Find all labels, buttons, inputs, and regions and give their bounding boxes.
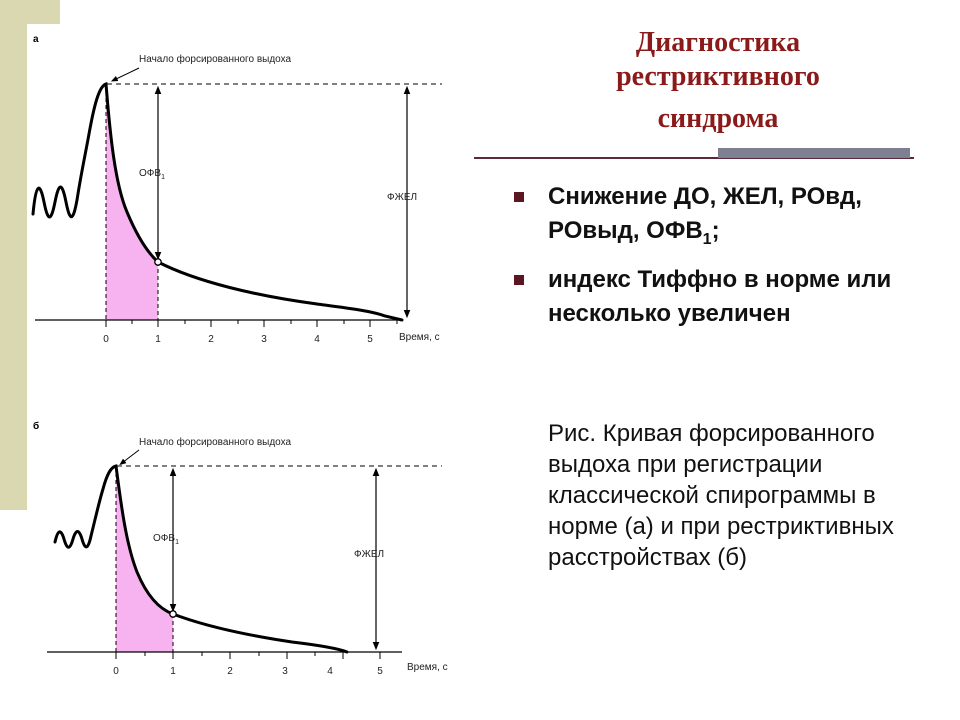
panel-a-fev1-label: ОФВ1 — [139, 168, 165, 181]
tick-label: 1 — [170, 666, 176, 677]
title-line-2: рестриктивного — [616, 61, 820, 93]
bullet-text: Снижение ДО, ЖЕЛ, РОвд, РОвыд, ОФВ1; — [548, 183, 862, 248]
title-line-3: синдрома — [657, 103, 779, 135]
panel-a-fev1-point — [154, 258, 162, 266]
bullet-list: Снижение ДО, ЖЕЛ, РОвд, РОвыд, ОФВ1; инд… — [512, 180, 912, 337]
panel-b: б 0 1 2 3 4 5 — [33, 420, 448, 677]
bullet-marker-icon — [514, 192, 524, 202]
bullet-marker-icon — [514, 274, 524, 285]
tick-label: 3 — [282, 666, 288, 677]
bullet-item: индекс Тиффно в норме или несколько увел… — [512, 263, 912, 331]
title-divider-accent — [718, 148, 910, 158]
panel-a-annotation: Начало форсированного выдоха — [139, 53, 291, 65]
spirogram-svg: а 0 1 2 — [31, 34, 448, 677]
panel-b-tick-labels: 0 1 2 3 4 5 — [113, 666, 383, 677]
panel-b-xlabel: Время, с — [407, 662, 448, 673]
slide-title: Диагностика рестриктивного синдрома — [548, 26, 888, 136]
tick-label: 5 — [377, 666, 383, 677]
panel-b-fev1-point — [169, 610, 177, 618]
bullet-item: Снижение ДО, ЖЕЛ, РОвд, РОвыд, ОФВ1; — [512, 180, 912, 257]
panel-b-annotation-arrow — [119, 449, 140, 466]
panel-a-expiration-curve — [31, 82, 404, 322]
tick-label: 4 — [327, 666, 333, 677]
tick-label: 2 — [227, 666, 233, 677]
title-line-1: Диагностика — [635, 27, 801, 58]
tick-label: 0 — [103, 334, 109, 345]
tick-label: 4 — [314, 334, 320, 345]
panel-b-annotation: Начало форсированного выдоха — [139, 436, 291, 448]
panel-a-annotation-arrow — [110, 67, 140, 82]
spirogram-figure: а 0 1 2 — [27, 24, 473, 694]
panel-a: а 0 1 2 — [31, 34, 442, 345]
panel-b-fvc-label: ФЖЕЛ — [354, 549, 384, 560]
panel-a-label: а — [33, 34, 39, 45]
panel-b-fev1-label: ОФВ1 — [153, 533, 179, 546]
panel-b-fev1-area — [116, 466, 173, 652]
tick-label: 1 — [155, 334, 161, 345]
figure-caption: Рис. Кривая форсированного выдоха при ре… — [548, 420, 894, 571]
tick-label: 5 — [367, 334, 373, 345]
bullet-text-main: Снижение ДО, ЖЕЛ, РОвд, РОвыд, ОФВ — [548, 183, 862, 244]
panel-a-fvc-label: ФЖЕЛ — [387, 192, 417, 203]
panel-b-expiration-curve — [53, 464, 349, 654]
panel-b-x-ticks — [115, 652, 381, 659]
title-divider — [474, 157, 914, 159]
tick-label: 3 — [261, 334, 267, 345]
panel-a-fev1-area — [106, 84, 158, 320]
panel-a-tick-labels: 0 1 2 3 4 5 — [103, 334, 373, 345]
panel-a-xlabel: Время, с — [399, 332, 440, 343]
panel-a-x-ticks — [105, 320, 398, 327]
tick-label: 2 — [208, 334, 214, 345]
bullet-text-subscript: 1 — [702, 230, 712, 248]
bullet-text-end: ; — [711, 217, 720, 244]
bullet-text: индекс Тиффно в норме или несколько увел… — [548, 265, 892, 327]
tick-label: 0 — [113, 666, 119, 677]
panel-b-label: б — [33, 420, 39, 432]
